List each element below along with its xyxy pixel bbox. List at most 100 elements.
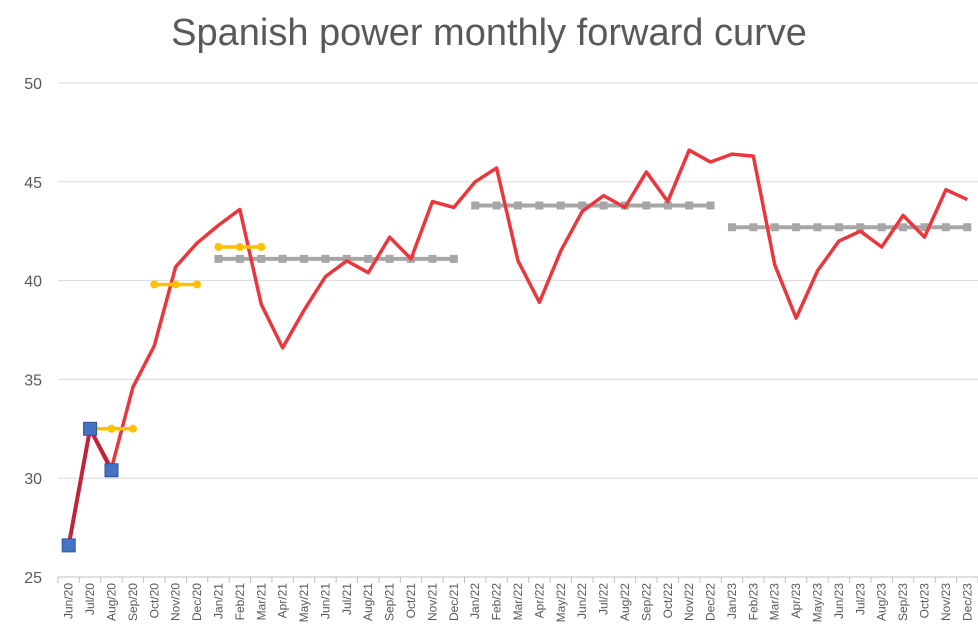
yearly-forward-point xyxy=(385,254,394,263)
x-tick-label: Jul/22 xyxy=(597,583,611,615)
quarterly-forward-segment xyxy=(150,280,202,289)
y-tick-label: 40 xyxy=(24,274,42,291)
monthly-forward-point xyxy=(687,148,691,152)
monthly-forward-point xyxy=(751,154,755,158)
monthly-forward-point xyxy=(837,239,841,243)
x-tick-label: Aug/23 xyxy=(875,583,889,621)
monthly-forward-point xyxy=(174,265,178,269)
yearly-forward-point xyxy=(899,223,908,232)
yearly-forward-point xyxy=(727,223,736,232)
series-layer xyxy=(61,148,972,553)
monthly-forward-point xyxy=(944,188,948,192)
x-tick-label: Oct/23 xyxy=(918,583,932,619)
monthly-forward-point xyxy=(131,385,135,389)
settled-spot-point xyxy=(61,538,76,553)
x-tick-label: Jan/21 xyxy=(211,583,225,619)
x-tick-label: Feb/21 xyxy=(233,583,247,621)
x-axis-ticks: Jun/20 Jul/20 Aug/20 Sep/20 Oct/20 Nov/20 Dec/… xyxy=(62,583,975,623)
monthly-forward-point xyxy=(388,235,392,239)
x-tick-label: Feb/22 xyxy=(490,583,504,621)
chart-title: Spanish power monthly forward curve xyxy=(171,12,807,54)
monthly-forward-point xyxy=(516,259,520,263)
x-tick-label: Sep/20 xyxy=(126,583,140,621)
quarterly-forward-point xyxy=(107,424,116,433)
x-tick-label: May/21 xyxy=(297,583,311,623)
monthly-forward-line xyxy=(66,148,969,546)
yearly-forward-point xyxy=(364,254,373,263)
x-tick-label: Oct/21 xyxy=(404,583,418,619)
yearly-forward-point xyxy=(920,223,929,232)
x-tick-label: Jun/21 xyxy=(318,583,332,619)
yearly-forward-point xyxy=(599,201,608,210)
x-tick-label: Aug/22 xyxy=(618,583,632,621)
x-tick-label: Jun/23 xyxy=(832,583,846,619)
x-tick-label: Jul/23 xyxy=(853,583,867,615)
x-tick-label: Sep/22 xyxy=(639,583,653,621)
x-tick-label: Dec/20 xyxy=(190,583,204,621)
monthly-forward-point xyxy=(345,259,349,263)
monthly-forward-point xyxy=(773,263,777,267)
monthly-forward-point xyxy=(430,200,434,204)
monthly-forward-point xyxy=(323,275,327,279)
yearly-forward-point xyxy=(342,254,351,263)
monthly-forward-point xyxy=(580,209,584,213)
yearly-forward-point xyxy=(963,223,972,232)
yearly-forward-point xyxy=(578,201,587,210)
quarterly-forward-segment xyxy=(214,243,266,252)
monthly-forward-point xyxy=(901,213,905,217)
x-tick-label: Aug/20 xyxy=(104,583,118,621)
x-tick-label: Dec/21 xyxy=(447,583,461,621)
yearly-forward-point xyxy=(941,223,950,232)
x-tick-label: Mar/22 xyxy=(511,583,525,621)
yearly-forward-point xyxy=(492,201,501,210)
x-tick-label: Jul/21 xyxy=(340,583,354,615)
yearly-forward-point xyxy=(449,254,458,263)
x-tick-label: Dec/23 xyxy=(960,583,974,621)
monthly-forward-point xyxy=(537,300,541,304)
x-tick-label: Jun/22 xyxy=(575,583,589,619)
x-tick-label: Oct/20 xyxy=(147,583,161,619)
monthly-forward-point xyxy=(67,543,71,547)
x-tick-label: Sep/23 xyxy=(896,583,910,621)
yearly-forward-point xyxy=(685,201,694,210)
quarterly-forward-point xyxy=(171,280,180,289)
quarterly-forward-point xyxy=(193,280,202,289)
monthly-forward-point xyxy=(109,466,113,470)
yearly-forward-segment xyxy=(214,254,458,263)
x-tick-label: Aug/21 xyxy=(361,583,375,621)
monthly-forward-point xyxy=(281,346,285,350)
x-tick-label: Jan/22 xyxy=(468,583,482,619)
monthly-forward-point xyxy=(965,198,969,202)
quarterly-forward-point xyxy=(214,243,223,252)
monthly-forward-point xyxy=(816,269,820,273)
y-tick-label: 30 xyxy=(24,471,42,488)
yearly-forward-point xyxy=(792,223,801,232)
x-tick-label: May/22 xyxy=(554,583,568,623)
x-tick-label: Jul/20 xyxy=(83,583,97,615)
yearly-forward-point xyxy=(556,201,565,210)
monthly-forward-point xyxy=(880,245,884,249)
monthly-forward-point xyxy=(302,308,306,312)
x-tick-label: Oct/22 xyxy=(661,583,675,619)
monthly-forward-point xyxy=(644,170,648,174)
settled-spot-line xyxy=(66,426,114,546)
quarterly-forward-point xyxy=(150,280,159,289)
yearly-forward-point xyxy=(278,254,287,263)
yearly-forward-point xyxy=(535,201,544,210)
x-tick-label: Nov/21 xyxy=(425,583,439,621)
monthly-forward-point xyxy=(259,302,263,306)
monthly-forward-point xyxy=(88,427,92,431)
yearly-forward-point xyxy=(257,254,266,263)
yearly-forward-point xyxy=(300,254,309,263)
y-axis-ticks: 25 30 35 40 45 50 xyxy=(24,76,42,587)
yearly-forward-point xyxy=(834,223,843,232)
yearly-forward-segment xyxy=(727,223,972,232)
monthly-forward-point xyxy=(602,194,606,198)
yearly-forward-point xyxy=(321,254,330,263)
monthly-forward-point xyxy=(923,235,927,239)
monthly-forward-point xyxy=(216,223,220,227)
x-tick-label: Jan/23 xyxy=(725,583,739,619)
x-tick-label: Jun/20 xyxy=(62,583,76,619)
yearly-forward-point xyxy=(749,223,758,232)
